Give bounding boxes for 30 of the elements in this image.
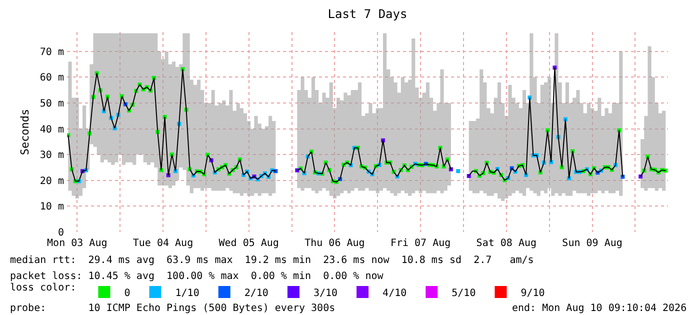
- x-tick-label: Thu 06 Aug: [304, 238, 365, 249]
- y-tick-label: 0: [58, 228, 64, 238]
- legend-label: 2/10: [244, 288, 268, 299]
- y-tick-label: 10 m: [40, 202, 64, 213]
- legend-label: 3/10: [313, 288, 338, 299]
- y-tick-label: 20 m: [40, 176, 64, 187]
- x-tick-label: Sat 08 Aug: [476, 238, 537, 249]
- legend-label: 0: [124, 288, 130, 299]
- x-tick-label: Tue 04 Aug: [132, 238, 194, 249]
- x-tick-label: Sun 09 Aug: [562, 238, 622, 249]
- text: probe: 10 ICMP Echo Pings (500 Bytes) every 300s: [10, 303, 336, 314]
- y-axis-title: Seconds: [18, 108, 32, 156]
- legend-label: 1/10: [175, 288, 200, 299]
- text: end: Mon Aug 10 09:10:04 2026: [512, 303, 687, 314]
- point: [456, 169, 460, 174]
- y-tick-label: 50 m: [40, 98, 64, 110]
- x-tick-label: Mon 03 Aug: [47, 238, 108, 249]
- chart-title: Last 7 Days: [328, 7, 408, 22]
- y-tick-label: 70 m: [40, 46, 64, 58]
- text: packet loss: 10.45 % avg 100.00 % max 0.00 % min 0.00 % now: [10, 271, 384, 282]
- y-tick-label: 40 m: [40, 124, 64, 136]
- legend-label: 9/10: [520, 288, 545, 299]
- y-tick-label: 30 m: [40, 150, 64, 162]
- x-tick-label: Wed 05 Aug: [218, 238, 279, 249]
- text: median rtt: 29.4 ms avg 63.9 ms max 19.2 ms min 23.6 ms now 10.8 ms sd 2.7 am/s: [10, 255, 534, 266]
- legend-label: 5/10: [452, 288, 476, 299]
- y-tick-label: 60 m: [40, 72, 64, 84]
- x-tick-label: Fri 07 Aug: [390, 238, 451, 249]
- legend-label: 4/10: [382, 288, 407, 299]
- legend-title: loss color:: [10, 282, 76, 294]
